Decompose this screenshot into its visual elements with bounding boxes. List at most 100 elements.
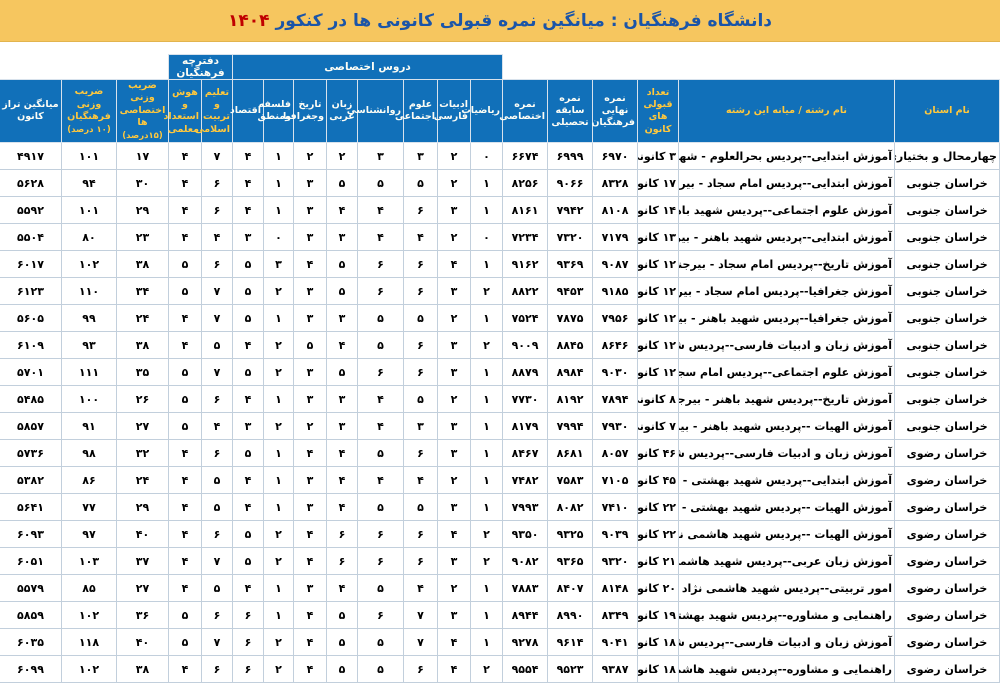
cell-coef-spec: ۴۰	[115, 520, 169, 549]
cell-record: ۹۴۵۳	[547, 277, 593, 306]
cell-philosophy: ۱	[263, 493, 294, 522]
cell-count: ۱۸ کانونی	[637, 628, 679, 657]
cell-psychology: ۶	[357, 358, 404, 387]
cell-final: ۷۸۹۴	[592, 385, 638, 414]
cell-education: ۶	[201, 385, 233, 414]
cell-taraz: ۵۷۳۶	[0, 439, 62, 468]
cell-aptitude: ۴	[167, 655, 203, 683]
cell-count: ۱۹ کانونی	[637, 601, 679, 630]
table-body: چهارمحال و بختیاری آموزش ابتدایی--پردیس ب…	[0, 142, 1000, 683]
cell-education: ۵	[201, 493, 233, 522]
cell-taraz: ۶۱۰۹	[0, 331, 62, 360]
cell-province: خراسان جنوبی	[894, 358, 1000, 387]
cell-major: آموزش ابتدایی--پردیس شهید بهشتی - مشهد	[678, 466, 895, 495]
cell-province: خراسان رضوی	[894, 493, 1000, 522]
cell-taraz: ۵۵۰۴	[0, 223, 62, 252]
table-row: خراسان جنوبی آموزش جغرافیا--پردیس امام سج…	[0, 277, 1000, 306]
cell-taraz: ۵۶۰۵	[0, 304, 62, 333]
cell-final: ۷۹۵۶	[592, 304, 638, 333]
cell-specialized: ۷۹۹۳	[502, 493, 548, 522]
cell-coef-spec: ۳۲	[115, 439, 169, 468]
cell-arabic: ۴	[326, 331, 358, 360]
table-row: خراسان جنوبی آموزش علوم اجتماعی--پردیس شه…	[0, 196, 1000, 225]
cell-count: ۱۲ کانونی	[637, 304, 679, 333]
cell-history: ۳	[293, 493, 327, 522]
header-arabic: زبان عربی	[326, 78, 358, 144]
cell-history: ۳	[293, 466, 327, 495]
cell-final: ۶۹۷۰	[592, 142, 638, 171]
cell-aptitude: ۴	[167, 223, 203, 252]
cell-psychology: ۴	[357, 412, 404, 441]
cell-aptitude: ۴	[167, 439, 203, 468]
cell-specialized: ۹۲۷۸	[502, 628, 548, 657]
cell-arabic: ۳	[326, 385, 358, 414]
cell-literature: ۳	[437, 277, 471, 306]
cell-specialized: ۹۰۰۹	[502, 331, 548, 360]
cell-arabic: ۵	[326, 250, 358, 279]
cell-economics: ۴	[232, 331, 264, 360]
cell-philosophy: ۲	[263, 331, 294, 360]
cell-economics: ۵	[232, 304, 264, 333]
cell-coef-farhangian: ۹۱	[60, 412, 117, 441]
cell-count: ۲۲ کانونی	[637, 493, 679, 522]
cell-coef-spec: ۳۸	[115, 250, 169, 279]
cell-province: خراسان جنوبی	[894, 250, 1000, 279]
cell-count: ۷ کانونی	[637, 412, 679, 441]
cell-literature: ۳	[437, 547, 471, 576]
cell-record: ۷۳۲۰	[547, 223, 593, 252]
cell-philosophy: ۱	[263, 196, 294, 225]
cell-psychology: ۵	[357, 493, 404, 522]
cell-coef-farhangian: ۱۱۱	[60, 358, 117, 387]
cell-social: ۵	[403, 169, 438, 198]
cell-economics: ۴	[232, 385, 264, 414]
cell-philosophy: ۱	[263, 142, 294, 171]
cell-philosophy: ۲	[263, 547, 294, 576]
cell-coef-farhangian: ۸۵	[60, 574, 117, 603]
cell-psychology: ۴	[357, 466, 404, 495]
cell-literature: ۳	[437, 331, 471, 360]
cell-coef-spec: ۳۶	[115, 601, 169, 630]
cell-major: آموزش زبان عربی--پردیس شهید هاشمی نژاد -…	[678, 547, 895, 576]
cell-social: ۵	[403, 385, 438, 414]
cell-count: ۲۲ کانونی	[637, 520, 679, 549]
header-coef-farhangian: ضریب وزنی فرهنگیان (۱۰ درصد)	[60, 78, 117, 144]
table-row: خراسان جنوبی آموزش علوم اجتماعی--پردیس ام…	[0, 358, 1000, 387]
cell-aptitude: ۴	[167, 574, 203, 603]
cell-history: ۲	[293, 142, 327, 171]
group-spacer-left	[0, 54, 169, 80]
cell-final: ۹۰۳۰	[592, 358, 638, 387]
cell-major: آموزش علوم اجتماعی--پردیس شهید باهنر - ب…	[678, 196, 895, 225]
cell-count: ۸ کانونی	[637, 385, 679, 414]
cell-coef-spec: ۳۸	[115, 655, 169, 683]
cell-economics: ۴	[232, 196, 264, 225]
header-count: تعداد قبولی های کانون	[637, 78, 679, 144]
cell-literature: ۴	[437, 655, 471, 683]
cell-aptitude: ۴	[167, 304, 203, 333]
cell-history: ۳	[293, 574, 327, 603]
cell-aptitude: ۴	[167, 493, 203, 522]
cell-literature: ۲	[437, 574, 471, 603]
table-row: خراسان جنوبی آموزش تاریخ--پردیس امام سجاد…	[0, 250, 1000, 279]
cell-psychology: ۶	[357, 277, 404, 306]
cell-specialized: ۸۲۵۶	[502, 169, 548, 198]
cell-major: راهنمایی و مشاوره--پردیس شهید بهشتی - مش…	[678, 601, 895, 630]
cell-coef-spec: ۲۹	[115, 196, 169, 225]
cell-record: ۹۳۲۵	[547, 520, 593, 549]
cell-literature: ۳	[437, 493, 471, 522]
cell-province: خراسان رضوی	[894, 466, 1000, 495]
cell-social: ۷	[403, 601, 438, 630]
cell-coef-spec: ۳۷	[115, 547, 169, 576]
cell-history: ۴	[293, 601, 327, 630]
cell-record: ۹۵۲۳	[547, 655, 593, 683]
cell-literature: ۴	[437, 250, 471, 279]
cell-record: ۷۹۴۲	[547, 196, 593, 225]
cell-economics: ۵	[232, 250, 264, 279]
cell-specialized: ۷۴۸۲	[502, 466, 548, 495]
cell-final: ۷۹۳۰	[592, 412, 638, 441]
cell-major: آموزش الهیات --پردیس شهید بهشتی - مشهد	[678, 493, 895, 522]
group-farhangian-booklet: دفترچه فرهنگیان	[167, 54, 234, 80]
cell-philosophy: ۳	[263, 250, 294, 279]
cell-economics: ۵	[232, 520, 264, 549]
scores-table: دروس اختصاصی دفترچه فرهنگیان نام استان ن…	[0, 54, 1000, 683]
cell-final: ۸۶۴۶	[592, 331, 638, 360]
